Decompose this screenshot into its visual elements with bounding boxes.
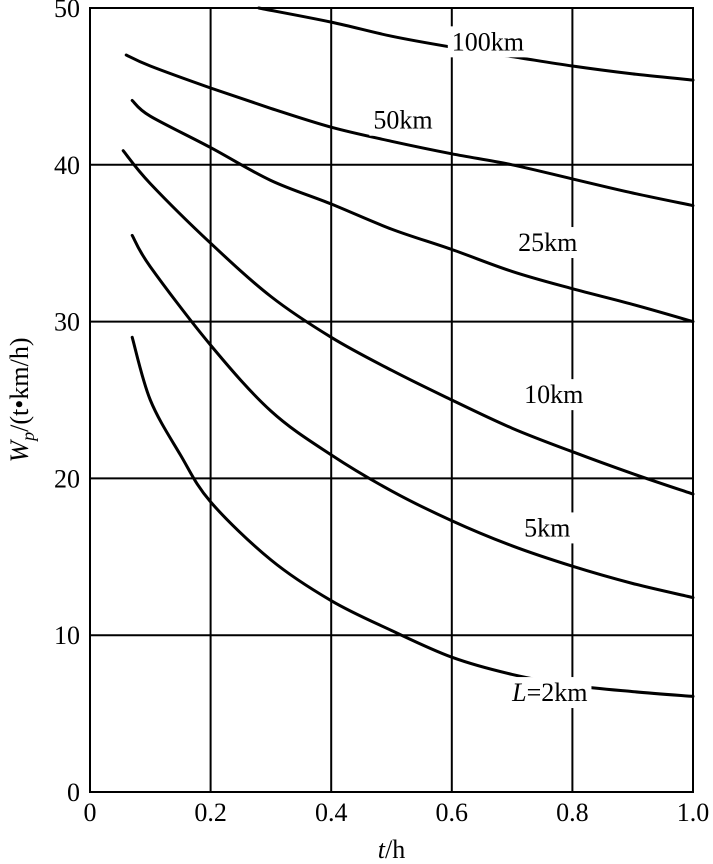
y-tick-label: 40: [54, 151, 80, 180]
curve-labels: 100km 50km 25km 10km 5km L=2km: [369, 26, 592, 709]
y-axis-label-var: W: [5, 439, 34, 463]
series-line-50km: [124, 53, 695, 208]
y-tick-label: 10: [54, 621, 80, 650]
y-tick-label: 30: [54, 308, 80, 337]
tick-labels: 0 0.2 0.4 0.6 0.8 1.0 0 10 20 30 40 50: [54, 0, 709, 827]
series-label-bg-100km: [447, 26, 529, 58]
series-label-50km: 50km: [373, 106, 432, 135]
series-line-25km: [130, 99, 695, 324]
y-axis-label-unit: /(t•km/h): [5, 338, 34, 432]
series-label-bg-50km: [369, 104, 437, 136]
x-tick-label: 0.4: [315, 798, 348, 827]
x-axis-label-unit: /h: [385, 835, 405, 864]
series-label-bg-5km: [520, 512, 575, 544]
series-label-10km: 10km: [524, 380, 583, 409]
series-line-l-2km: [130, 335, 695, 698]
x-tick-label: 0.6: [436, 798, 469, 827]
y-axis-label-sub: p: [18, 432, 38, 443]
y-axis-label: Wp/(t•km/h): [5, 338, 38, 463]
series-line-10km: [121, 149, 695, 496]
series-label-25km: 25km: [518, 228, 577, 257]
series-label-100km: 100km: [452, 27, 524, 56]
x-tick-label: 0.2: [194, 798, 227, 827]
series-label-l-2km: L=2km: [511, 678, 587, 707]
series-label-bg-l-2km: [507, 677, 592, 709]
series-label-bg-25km: [514, 227, 582, 259]
y-tick-label: 0: [67, 778, 80, 807]
x-axis-label-var: t: [378, 835, 386, 864]
series-label-bg-10km: [520, 379, 588, 411]
y-tick-label: 50: [54, 0, 80, 23]
x-axis-label: t/h: [378, 835, 405, 864]
series-line-5km: [130, 233, 695, 600]
x-tick-label: 1.0: [677, 798, 710, 827]
x-tick-label: 0: [84, 798, 97, 827]
x-tick-label: 0.8: [556, 798, 589, 827]
series-label-5km: 5km: [524, 513, 570, 542]
y-tick-label: 20: [54, 464, 80, 493]
plot-frame: [89, 7, 694, 793]
